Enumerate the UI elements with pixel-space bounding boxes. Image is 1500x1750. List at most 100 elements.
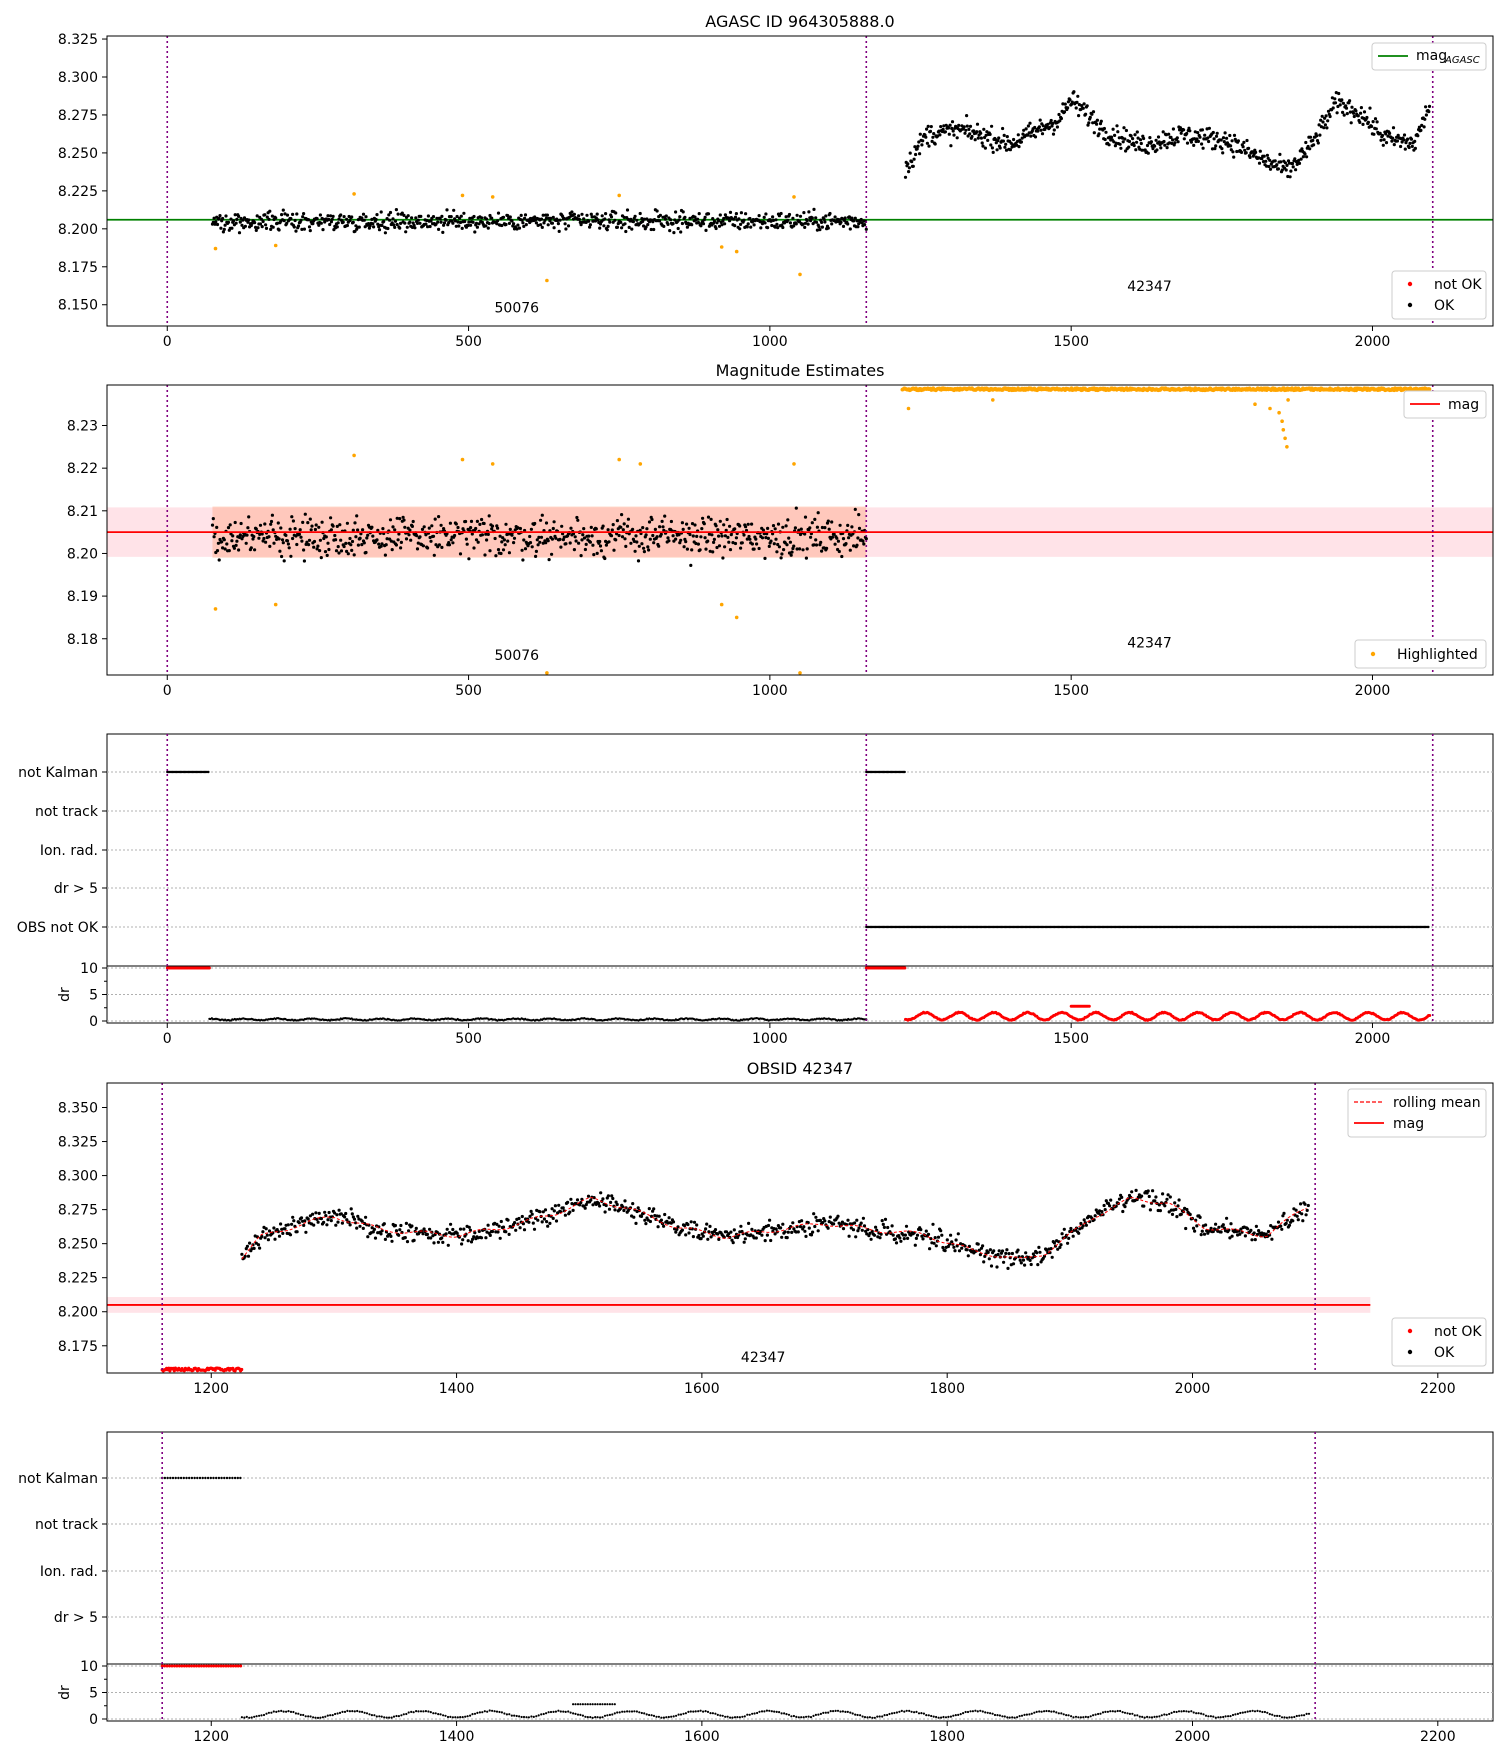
- ok-point: [562, 535, 566, 539]
- ok-point: [1003, 145, 1007, 149]
- ok-point: [531, 1221, 535, 1225]
- ok-point: [1382, 138, 1386, 142]
- axes-frame: [106, 35, 1494, 327]
- ok-point: [546, 539, 550, 543]
- ok-point: [809, 219, 813, 223]
- ok-point: [733, 215, 738, 219]
- ok-point: [284, 533, 288, 538]
- ok-point: [240, 1252, 244, 1256]
- ok-point: [856, 225, 860, 229]
- highlighted-point: [545, 278, 549, 283]
- ok-point: [621, 528, 625, 532]
- ok-point: [771, 218, 776, 222]
- ok-point: [221, 216, 225, 221]
- ok-point: [750, 542, 755, 546]
- ok-point: [409, 538, 413, 542]
- ok-point: [242, 216, 247, 220]
- ok-point: [388, 218, 392, 222]
- ok-point: [470, 532, 474, 536]
- ok-point: [249, 546, 253, 550]
- ok-point: [822, 217, 826, 221]
- ok-point: [1254, 150, 1258, 154]
- ok-point: [766, 526, 770, 531]
- ok-point: [256, 1243, 261, 1247]
- ok-point: [699, 535, 703, 539]
- ok-point: [550, 1207, 554, 1211]
- ok-point: [707, 532, 712, 536]
- ok-point: [797, 528, 801, 532]
- ok-point: [703, 536, 707, 540]
- ok-point: [399, 1223, 403, 1228]
- ok-point: [814, 216, 818, 220]
- ok-point: [1288, 175, 1292, 179]
- ok-point: [1196, 139, 1200, 143]
- ok-point: [335, 225, 339, 229]
- ok-point: [473, 1231, 477, 1235]
- ok-point: [1109, 135, 1114, 139]
- ok-point: [337, 217, 341, 221]
- ok-point: [462, 1227, 466, 1231]
- not-ok-point: [240, 1367, 244, 1372]
- ok-point: [984, 133, 988, 137]
- ok-point: [814, 538, 818, 542]
- ok-point: [588, 540, 593, 544]
- ok-point: [224, 214, 228, 218]
- ok-point: [663, 217, 668, 221]
- ok-point: [220, 540, 224, 544]
- ok-point: [268, 544, 272, 549]
- ok-point: [577, 541, 581, 545]
- ok-point: [520, 548, 524, 552]
- ok-point: [437, 227, 441, 231]
- obsid-annotation: 50076: [495, 648, 540, 664]
- ok-point: [316, 544, 320, 548]
- ok-point: [1230, 139, 1234, 143]
- ok-point: [677, 533, 681, 537]
- ok-point: [308, 517, 312, 521]
- ok-point: [801, 222, 805, 226]
- ok-point: [1427, 110, 1431, 114]
- ok-point: [542, 1217, 547, 1221]
- ok-point: [951, 129, 955, 133]
- ok-point: [218, 214, 222, 218]
- ok-point: [442, 223, 446, 227]
- ok-point: [1407, 145, 1411, 150]
- ok-point: [456, 220, 460, 224]
- ok-point: [269, 522, 273, 526]
- x-tick-label: 0: [163, 334, 172, 350]
- ok-point: [818, 228, 822, 232]
- ok-point: [928, 129, 933, 133]
- ok-point: [568, 541, 572, 545]
- highlighted-point: [991, 398, 995, 402]
- ok-point: [738, 227, 742, 231]
- ok-point: [1021, 132, 1025, 136]
- ok-point: [1004, 148, 1009, 152]
- ok-point: [793, 526, 798, 530]
- ok-point: [1085, 104, 1089, 108]
- ok-point: [631, 1202, 635, 1206]
- ok-point: [598, 539, 602, 544]
- ok-point: [1173, 141, 1177, 145]
- ok-point: [326, 1218, 330, 1222]
- ok-point: [649, 227, 653, 232]
- legend-box: [1371, 42, 1487, 71]
- ok-point: [973, 138, 977, 142]
- ok-point: [642, 550, 647, 554]
- ok-point: [660, 519, 664, 524]
- ok-point: [557, 229, 561, 233]
- ok-point: [594, 527, 598, 531]
- ok-point: [658, 213, 663, 217]
- ok-point: [255, 214, 259, 218]
- ok-point: [996, 139, 1000, 143]
- ok-point: [1304, 140, 1308, 145]
- ok-point: [1306, 144, 1310, 149]
- ok-point: [281, 208, 285, 212]
- ok-point: [924, 135, 928, 139]
- ok-point: [671, 222, 675, 226]
- ok-point: [803, 515, 808, 519]
- ok-point: [624, 229, 628, 234]
- ok-point: [715, 221, 719, 225]
- ok-point: [798, 547, 802, 551]
- ok-point: [468, 216, 472, 220]
- ok-point: [1024, 127, 1028, 131]
- ok-point: [1323, 123, 1327, 127]
